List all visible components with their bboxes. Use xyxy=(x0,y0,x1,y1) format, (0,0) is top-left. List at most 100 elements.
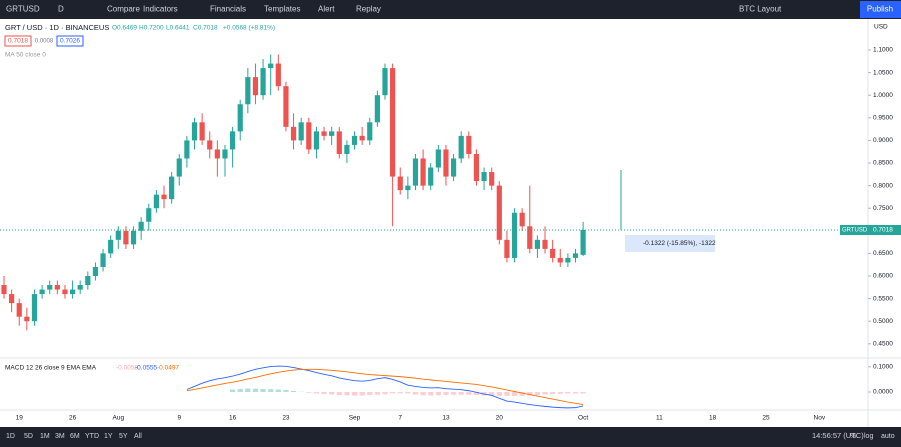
macd-histogram-bar xyxy=(428,392,434,396)
time-tick-label: 18 xyxy=(709,415,717,422)
range-button[interactable]: 5Y xyxy=(119,433,128,440)
time-tick-label: 25 xyxy=(762,415,770,422)
scale-option[interactable]: auto xyxy=(881,433,895,440)
last-price-box xyxy=(840,224,901,235)
candle-body xyxy=(268,63,274,69)
macd-histogram-bar xyxy=(511,392,518,397)
currency[interactable]: USD xyxy=(874,24,888,31)
candle-body xyxy=(16,303,22,317)
candle-body xyxy=(351,135,358,145)
toolbar-button[interactable]: Templates xyxy=(264,5,300,14)
candle-body xyxy=(504,239,510,258)
publish-button[interactable] xyxy=(860,1,901,18)
candle-body xyxy=(580,229,586,255)
range-button[interactable]: 1Y xyxy=(104,433,113,440)
time-tick-label: 19 xyxy=(16,415,24,422)
price-tick-label: 1.0500 xyxy=(873,69,893,76)
bid[interactable]: 0.7018 xyxy=(8,38,28,45)
spread: 0.0008 xyxy=(35,39,54,45)
candle-body xyxy=(207,140,213,150)
macd-histogram-bar xyxy=(351,392,358,396)
candle-body xyxy=(85,276,91,286)
range-button[interactable]: All xyxy=(134,433,142,440)
candle-body xyxy=(496,185,502,240)
price-tick-label: 0.4500 xyxy=(873,341,893,348)
last-price-label: 0.7018 xyxy=(873,227,893,234)
bottom-toolbar xyxy=(0,427,901,447)
candle-body xyxy=(62,289,68,295)
range-button[interactable]: 1D xyxy=(6,433,15,440)
ask[interactable]: 0.7026 xyxy=(60,38,80,45)
candle-body xyxy=(489,172,495,186)
layout-menu[interactable]: BTC Layout xyxy=(739,5,782,14)
scale-option[interactable]: % xyxy=(850,433,856,440)
range-button[interactable]: 5D xyxy=(24,433,33,440)
candle-body xyxy=(367,122,373,141)
ask-box[interactable] xyxy=(56,35,84,47)
macd-histogram-bar xyxy=(268,389,274,393)
range-button[interactable]: 6M xyxy=(70,433,80,440)
time-tick-label: 20 xyxy=(496,415,504,422)
scale-option[interactable]: log xyxy=(864,433,873,440)
candle-body xyxy=(39,289,45,295)
range-button[interactable]: YTD xyxy=(85,433,99,440)
ohlc-value: L0.6441 xyxy=(166,25,190,32)
last-price-symbol: GRTUSD xyxy=(842,228,868,234)
candle-body xyxy=(153,194,159,209)
macd-line xyxy=(186,365,584,409)
price-tick-label: 0.9500 xyxy=(873,115,893,122)
interval[interactable]: D xyxy=(58,5,64,14)
macd-histogram-bar xyxy=(519,392,525,397)
candle-body xyxy=(47,285,53,290)
signal-line xyxy=(186,368,584,405)
macd-histogram-bar xyxy=(306,392,312,393)
symbol-search[interactable]: GRTUSD xyxy=(6,5,40,14)
macd-histogram-bar xyxy=(374,392,380,395)
candle-body xyxy=(527,226,533,249)
toolbar-button[interactable]: Replay xyxy=(356,5,381,14)
range-button[interactable]: 1M xyxy=(40,433,50,440)
range-button[interactable]: 3M xyxy=(55,433,65,440)
candle-body xyxy=(24,316,30,322)
candle-body xyxy=(542,239,548,249)
candle-body xyxy=(123,230,129,245)
candle-body xyxy=(222,149,228,159)
time-tick-label: Aug xyxy=(113,415,125,422)
macd-histogram-bar xyxy=(527,392,533,396)
candle-body xyxy=(108,239,114,254)
time-tick-label: 11 xyxy=(656,415,663,422)
price-tick-label: 1.1000 xyxy=(873,47,893,54)
toolbar-button[interactable]: Indicators xyxy=(143,5,178,14)
candle-body xyxy=(321,131,327,136)
macd-histogram-bar xyxy=(230,389,236,393)
macd-histogram-bar xyxy=(435,392,441,396)
toolbar-button[interactable]: Alert xyxy=(318,5,335,14)
macd-histogram-bar xyxy=(534,392,540,396)
candle-body xyxy=(298,122,304,141)
candle-body xyxy=(252,77,259,96)
time-tick-label: 9 xyxy=(177,415,181,422)
price-tick-label: 0.6000 xyxy=(873,273,893,280)
candle-body xyxy=(237,104,243,132)
candle-body xyxy=(260,68,266,96)
macd-histogram-bar xyxy=(321,392,327,395)
candle-body xyxy=(397,176,403,191)
publish-label[interactable]: Publish xyxy=(867,5,893,14)
time-tick-label: Oct xyxy=(578,415,588,422)
macd-histogram-bar xyxy=(542,392,548,395)
macd-histogram-bar xyxy=(458,392,464,395)
candle-body xyxy=(245,77,251,105)
macd-histogram-bar xyxy=(496,392,502,397)
bid-box[interactable] xyxy=(4,35,32,47)
candle-body xyxy=(534,239,540,249)
macd-histogram-bar xyxy=(252,388,259,393)
candle-body xyxy=(146,208,152,222)
toolbar-button[interactable]: Financials xyxy=(210,5,246,14)
macd-histogram-bar xyxy=(557,392,563,394)
candle-body xyxy=(405,185,411,191)
macd-histogram-bar xyxy=(397,392,403,394)
candle-body xyxy=(511,212,518,258)
candle-body xyxy=(359,135,365,141)
toolbar-button[interactable]: Compare xyxy=(107,5,140,14)
time-tick-label: 26 xyxy=(69,415,77,422)
